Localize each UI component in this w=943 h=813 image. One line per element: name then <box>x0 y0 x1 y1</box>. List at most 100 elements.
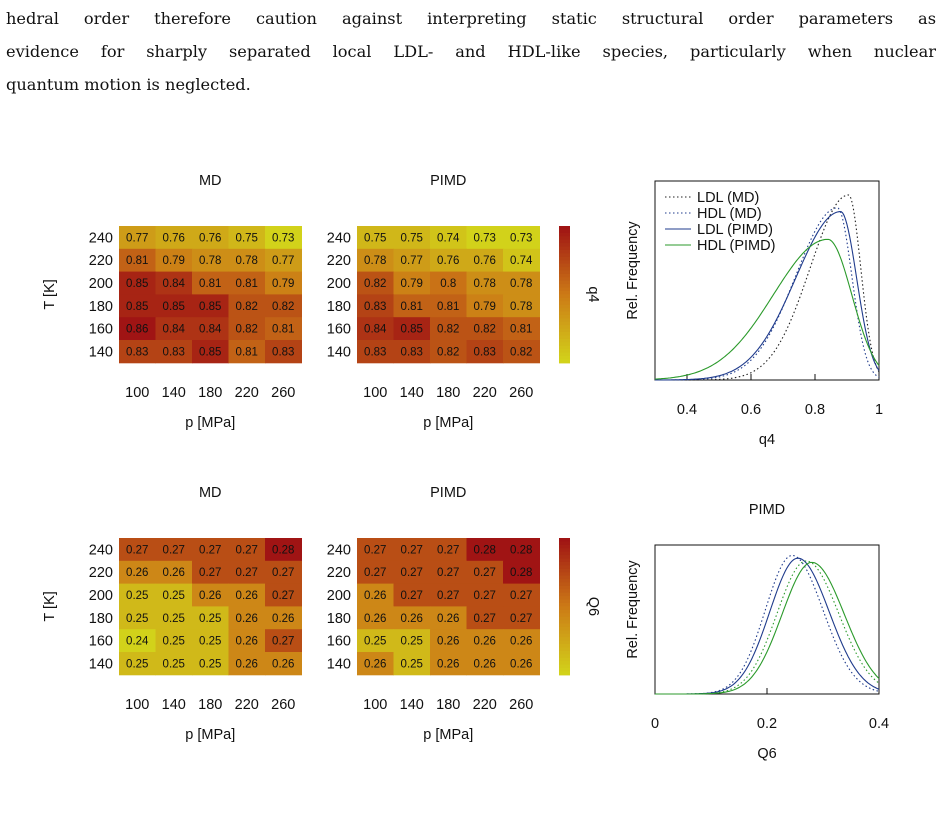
heatmap-cell <box>503 294 540 318</box>
heatmap-cell <box>265 606 302 630</box>
x-tick-label: 220 <box>473 385 497 401</box>
x-tick-label: 100 <box>363 697 387 713</box>
colorbar-segment <box>559 273 570 278</box>
heatmap-cell <box>393 317 431 341</box>
heatmap-cell <box>430 629 467 653</box>
heatmap-cell-label: 0.76 <box>163 232 185 244</box>
colorbar-segment <box>559 314 570 319</box>
x-tick-label: 180 <box>198 385 222 401</box>
heatmap-cell-label: 0.82 <box>236 301 258 313</box>
heatmap-cell-label: 0.77 <box>126 232 148 244</box>
heatmap-cell-label: 0.25 <box>199 658 221 670</box>
heatmap-cell <box>192 226 229 250</box>
series-line <box>655 561 880 695</box>
heatmap-cell-label: 0.24 <box>126 636 149 648</box>
heatmap-cell-label: 0.26 <box>364 658 386 670</box>
heatmap-cell <box>119 629 156 653</box>
heatmap-cell <box>466 271 504 295</box>
heatmap-cell <box>430 606 467 630</box>
heatmap-cell-label: 0.26 <box>272 658 294 670</box>
heatmap-title: PIMD <box>430 173 466 189</box>
legend-label: LDL (PIMD) <box>697 222 773 238</box>
x-tick-label: 220 <box>473 697 497 713</box>
y-tick-label: 160 <box>327 634 351 650</box>
heatmap-cell-label: 0.81 <box>401 301 423 313</box>
heatmap-cell-label: 0.82 <box>364 278 386 290</box>
y-axis-label: Rel. Frequency <box>625 560 641 659</box>
colorbar-segment <box>559 599 570 604</box>
heatmap-cell <box>155 317 193 341</box>
colorbar-segment <box>559 352 570 357</box>
heatmap-cell-label: 0.27 <box>401 544 423 556</box>
heatmap-cell-label: 0.25 <box>126 613 148 625</box>
heatmap-cell <box>503 340 540 364</box>
paragraph-line: hedral order therefore caution against i… <box>6 9 936 28</box>
heatmap-cell-label: 0.85 <box>126 301 148 313</box>
heatmap-cell-label: 0.85 <box>199 301 221 313</box>
colorbar-segment <box>559 667 570 672</box>
colorbar-segment <box>559 626 570 631</box>
heatmap-cell <box>265 248 302 273</box>
heatmap-cell <box>503 560 540 585</box>
heatmap-title: MD <box>199 173 222 189</box>
heatmap-cell-label: 0.27 <box>126 544 148 556</box>
heatmap-cell <box>430 652 467 676</box>
heatmap-cell-label: 0.27 <box>437 567 459 579</box>
heatmap-cell-label: 0.73 <box>474 232 496 244</box>
heatmap-cell-label: 0.26 <box>401 613 423 625</box>
heatmap-cell <box>228 271 266 295</box>
heatmap-cell <box>466 652 504 676</box>
colorbar-segment <box>559 318 570 323</box>
colorbar-segment <box>559 647 570 652</box>
heatmap-cell-label: 0.81 <box>272 324 294 336</box>
colorbar-segment <box>559 561 570 566</box>
y-tick-label: 160 <box>327 322 351 338</box>
heatmap-cell <box>155 248 193 273</box>
colorbar-segment <box>559 270 570 275</box>
x-tick-label: 0 <box>651 716 659 732</box>
y-tick-label: 220 <box>89 253 113 269</box>
heatmap-cell-label: 0.83 <box>364 301 386 313</box>
heatmap-cell-label: 0.84 <box>364 324 387 336</box>
heatmap-cell <box>466 560 504 585</box>
colorbar-segment <box>559 277 570 282</box>
colorbar-segment <box>559 243 570 248</box>
colorbar-segment <box>559 328 570 333</box>
y-tick-label: 180 <box>89 611 113 627</box>
heatmap-cell <box>192 606 229 630</box>
heatmap-cell-label: 0.75 <box>236 232 258 244</box>
legend-label: HDL (PIMD) <box>697 238 775 254</box>
heatmap-cell-label: 0.77 <box>401 255 423 267</box>
heatmap-cell <box>357 317 394 341</box>
colorbar-segment <box>559 260 570 265</box>
heatmap-cell <box>503 317 540 341</box>
heatmap-cell-label: 0.25 <box>199 613 221 625</box>
heatmap-cell-label: 0.26 <box>236 590 258 602</box>
y-axis-label: T [K] <box>42 591 58 621</box>
heatmap-cell <box>393 606 431 630</box>
heatmap-cell <box>119 248 156 273</box>
heatmap-cell-label: 0.27 <box>510 613 532 625</box>
heatmap-cell <box>503 629 540 653</box>
heatmap-cell <box>265 629 302 653</box>
heatmap-cell-label: 0.81 <box>437 301 459 313</box>
series-line <box>655 554 880 695</box>
heatmap-cell-label: 0.78 <box>236 255 258 267</box>
x-tick-label: 220 <box>235 385 259 401</box>
heatmap-cell <box>155 560 193 585</box>
heatmap-cell <box>155 271 193 295</box>
y-tick-label: 180 <box>327 299 351 315</box>
colorbar-segment <box>559 538 570 543</box>
x-axis-label: p [MPa] <box>185 415 235 431</box>
heatmap-cell <box>393 560 431 585</box>
colorbar-segment <box>559 623 570 628</box>
heatmap-cell <box>393 652 431 676</box>
heatmap-cell-label: 0.26 <box>437 658 459 670</box>
y-tick-label: 240 <box>89 542 113 558</box>
heatmap-cell-label: 0.26 <box>126 567 148 579</box>
colorbar-segment <box>559 620 570 625</box>
heatmap-cell <box>228 294 266 318</box>
y-tick-label: 200 <box>327 276 351 292</box>
colorbar-segment <box>559 256 570 261</box>
colorbar-segment <box>559 297 570 302</box>
